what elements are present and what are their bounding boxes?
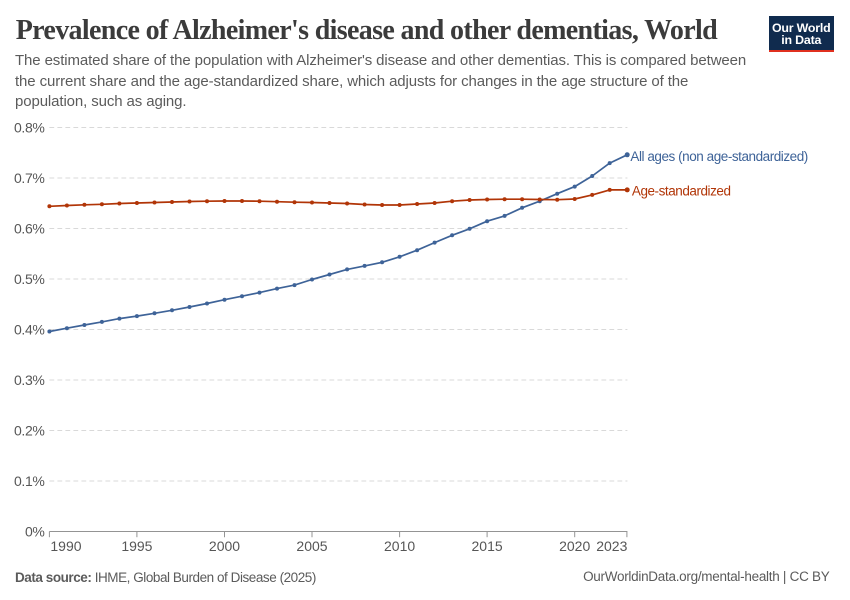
svg-text:2000: 2000 <box>209 538 240 554</box>
svg-text:Age-standardized: Age-standardized <box>632 184 731 199</box>
svg-text:2005: 2005 <box>296 538 327 554</box>
svg-text:2010: 2010 <box>384 538 415 554</box>
svg-text:0.5%: 0.5% <box>14 271 45 287</box>
svg-text:0.8%: 0.8% <box>14 119 45 135</box>
svg-text:0.7%: 0.7% <box>14 170 45 186</box>
svg-text:0.4%: 0.4% <box>14 321 45 337</box>
svg-text:2023: 2023 <box>596 538 627 554</box>
svg-text:2015: 2015 <box>472 538 503 554</box>
svg-text:0.3%: 0.3% <box>14 372 45 388</box>
svg-text:1995: 1995 <box>121 538 152 554</box>
svg-text:0.2%: 0.2% <box>14 422 45 438</box>
svg-text:0.6%: 0.6% <box>14 220 45 236</box>
svg-text:1990: 1990 <box>50 538 81 554</box>
svg-text:0%: 0% <box>25 523 45 539</box>
svg-text:2020: 2020 <box>559 538 590 554</box>
svg-text:0.1%: 0.1% <box>14 473 45 489</box>
svg-text:All ages (non age-standardized: All ages (non age-standardized) <box>630 149 807 164</box>
